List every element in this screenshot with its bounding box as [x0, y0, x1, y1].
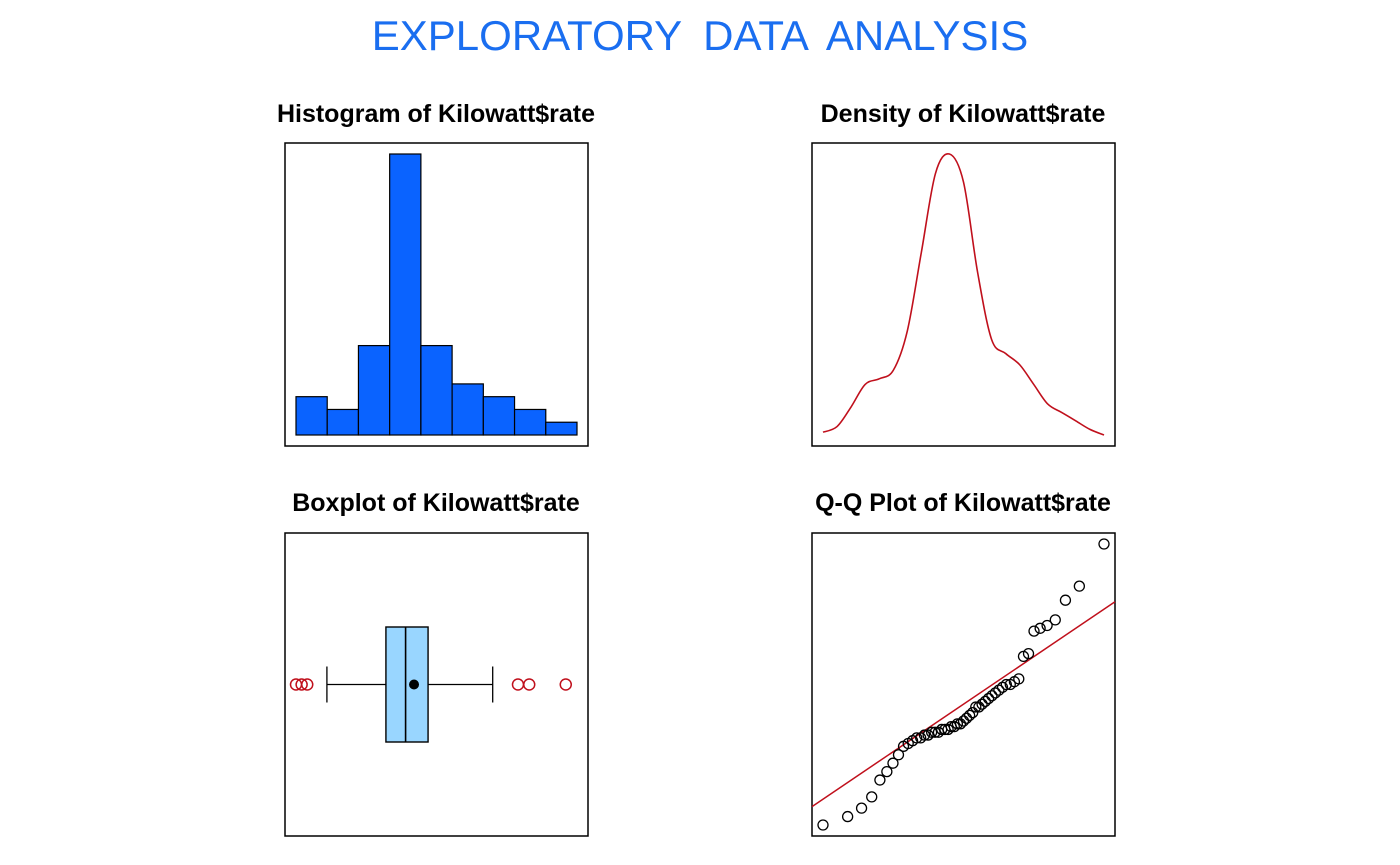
qq-point [979, 695, 991, 708]
page-title: EXPLORATORY DATA ANALYSIS [371, 12, 1029, 59]
qq-point [918, 729, 931, 741]
qq-plot-title: Q-Q Plot of Kilowatt$rate [815, 489, 1111, 517]
histogram-frame [284, 142, 589, 447]
histogram-title: Histogram of Kilowatt$rate [276, 100, 596, 128]
qq-point [1013, 673, 1025, 685]
qq-point [874, 774, 886, 786]
qq-point [967, 706, 979, 719]
qq-point [973, 701, 985, 713]
qq-point [957, 715, 970, 727]
histogram-bar [420, 344, 453, 436]
qq-plot-panel [811, 532, 1116, 837]
qq-point [976, 698, 988, 710]
qq-point [1034, 622, 1046, 634]
qq-point [866, 791, 878, 803]
boxplot-mean-point [409, 679, 420, 690]
histogram-bar [451, 383, 484, 436]
density-panel [811, 142, 1116, 447]
histogram-bar [295, 396, 328, 436]
qq-reference-line [811, 601, 1116, 808]
histogram-bar [513, 408, 547, 436]
qq-point [1073, 580, 1086, 592]
qq-point [1041, 619, 1053, 632]
qq-point [817, 819, 829, 831]
histogram-bar [482, 396, 516, 436]
qq-point [989, 687, 1002, 699]
qq-point [1000, 678, 1012, 691]
density-frame [811, 142, 1116, 447]
histogram-bar [326, 408, 360, 436]
qq-point [841, 810, 854, 823]
density-curve [822, 152, 1105, 436]
boxplot-outlier-point [300, 678, 314, 691]
qq-point [982, 692, 995, 705]
density-title: Density of Kilowatt$rate [820, 100, 1106, 128]
boxplot-box [385, 626, 429, 743]
qq-point [960, 712, 973, 724]
qq-point [925, 726, 938, 738]
qq-frame [811, 532, 1116, 837]
qq-point [986, 690, 998, 702]
qq-point [887, 757, 899, 769]
qq-point [855, 802, 868, 814]
qq-point [1098, 538, 1110, 550]
qq-point [1028, 625, 1040, 637]
qq-point [993, 684, 1005, 696]
qq-point [881, 765, 893, 778]
qq-point [951, 718, 964, 730]
boxplot-title: Boxplot of Kilowatt$rate [292, 489, 580, 517]
qq-point [954, 718, 967, 730]
qq-point [1022, 647, 1035, 660]
histogram-bar [545, 421, 578, 436]
qq-point [942, 723, 954, 736]
qq-point [963, 709, 976, 722]
histogram-panel [284, 142, 589, 447]
qq-point [1059, 594, 1072, 606]
histogram-bar [357, 344, 391, 436]
qq-point [948, 721, 960, 733]
boxplot-panel [284, 532, 589, 837]
qq-point [922, 729, 934, 741]
boxplot-outlier-point [522, 678, 536, 691]
boxplot-outlier-point [511, 678, 525, 691]
boxplot-frame [284, 532, 589, 837]
boxplot-outlier-point [295, 678, 308, 691]
qq-point [1049, 614, 1061, 626]
qq-point [970, 701, 982, 713]
qq-point [892, 749, 905, 761]
qq-point [911, 732, 923, 744]
boxplot-outlier-point [559, 678, 573, 691]
histogram-bar [389, 153, 422, 436]
